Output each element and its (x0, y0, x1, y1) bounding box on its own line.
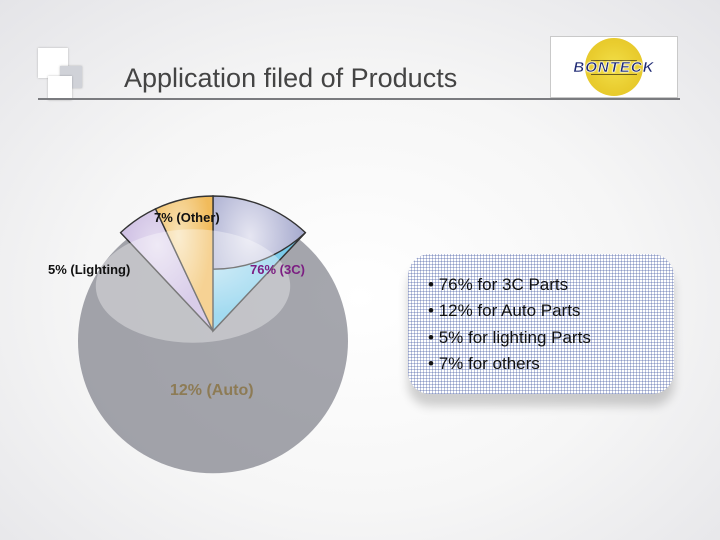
summary-item: 7% for others (428, 351, 664, 377)
brand-logo-text: BONTECK (573, 59, 654, 76)
title-decor-boxes (38, 48, 102, 96)
title-underline (38, 98, 680, 100)
page-title: Application filed of Products (102, 63, 457, 96)
label-3c: 12% (Auto) (170, 382, 254, 400)
label-other: 7% (Other) (154, 210, 220, 225)
summary-item: 5% for lighting Parts (428, 325, 664, 351)
pie-chart: 7% (Other) 5% (Lighting) 76% (3C) 12% (A… (58, 176, 368, 486)
brand-logo: BONTECK (550, 36, 678, 98)
summary-item: 12% for Auto Parts (428, 298, 664, 324)
summary-item: 76% for 3C Parts (428, 272, 664, 298)
summary-list: 76% for 3C Parts 12% for Auto Parts 5% f… (428, 272, 664, 377)
summary-panel: 76% for 3C Parts 12% for Auto Parts 5% f… (408, 254, 674, 394)
label-lighting: 5% (Lighting) (48, 262, 130, 277)
label-auto: 76% (3C) (250, 262, 305, 277)
